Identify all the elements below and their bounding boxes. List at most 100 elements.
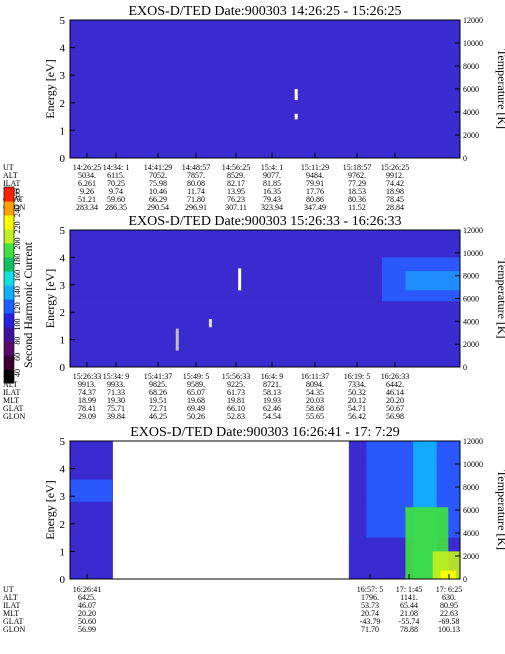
colorbar-tick-label: 100 — [13, 318, 22, 330]
table-cell: 80.95 — [440, 601, 458, 610]
table-cell: 22.63 — [440, 609, 458, 618]
y-tick-label: 0 — [60, 574, 66, 586]
y2-tick-label: 4000 — [463, 529, 479, 538]
table-cell: 50.60 — [78, 617, 96, 626]
table-cell: 11.52 — [348, 203, 366, 212]
table-cell: 6425. — [78, 593, 96, 602]
table-cell: 18.53 — [348, 187, 366, 196]
y2-tick-label: 6000 — [463, 295, 479, 304]
panel-2: EXOS-D/TED Date:900303 15:26:33 - 16:26:… — [3, 186, 505, 421]
table-cell: 15:26:33 — [73, 372, 101, 381]
y2-tick-label: 10000 — [463, 39, 483, 48]
table-cell: 14:26:25 — [73, 163, 101, 172]
spectral-band — [70, 479, 113, 502]
table-cell: 54.35 — [306, 388, 324, 397]
table-cell: 17.76 — [306, 187, 324, 196]
table-cell: 78.41 — [78, 404, 96, 413]
y2-tick-label: 2000 — [463, 131, 479, 140]
table-cell: 54.71 — [348, 404, 366, 413]
panel-1: EXOS-D/TED Date:900303 14:26:25 - 15:26:… — [3, 4, 505, 212]
table-cell: 54.54 — [263, 412, 281, 421]
colorbar-segment — [4, 313, 14, 328]
y2-tick-label: 10000 — [463, 249, 483, 258]
table-cell: 65.07 — [187, 388, 205, 397]
spectral-mark — [294, 89, 298, 101]
table-cell: 71.33 — [107, 388, 125, 397]
table-cell: 75.98 — [149, 179, 167, 188]
table-cell: 296.91 — [185, 203, 207, 212]
colorbar-tick-label: 80 — [13, 337, 22, 345]
table-cell: 58.13 — [263, 388, 281, 397]
colorbar-tick-label: 120 — [13, 302, 22, 314]
table-cell: 15:34: 9 — [103, 372, 129, 381]
y2-tick-label: 6000 — [463, 85, 479, 94]
table-cell: 100.13 — [438, 625, 460, 634]
table-cell: 79.43 — [263, 195, 281, 204]
table-cell: 28.84 — [386, 203, 404, 212]
table-cell: 7334. — [348, 380, 366, 389]
table-cell: 8529. — [227, 171, 245, 180]
table-row-label: GLAT — [3, 404, 24, 413]
spectral-mark — [294, 113, 298, 120]
y2-tick-label: 0 — [463, 575, 467, 584]
colorbar-segment — [4, 355, 14, 370]
table-cell: 80.86 — [306, 195, 324, 204]
chart-title: EXOS-D/TED Date:900303 16:26:41 - 17: 7:… — [130, 425, 399, 440]
table-cell: 58.68 — [306, 404, 324, 413]
colorbar-tick-label: 60 — [13, 353, 22, 361]
table-cell: 59.60 — [107, 195, 125, 204]
table-cell: 7857. — [187, 171, 205, 180]
y-tick-label: 2 — [60, 307, 66, 319]
table-cell: 14:48:57 — [182, 163, 210, 172]
y2-tick-label: 12000 — [463, 437, 483, 446]
table-cell: 71.80 — [187, 195, 205, 204]
table-cell: 15:26:25 — [381, 163, 409, 172]
table-row-label: MLT — [3, 609, 19, 618]
table-cell: 19.68 — [187, 396, 205, 405]
table-row-label: GLON — [3, 625, 25, 634]
table-cell: 9933. — [107, 380, 125, 389]
table-row-label: UT — [3, 163, 14, 172]
table-cell: 286.35 — [105, 203, 127, 212]
table-cell: 81.85 — [263, 179, 281, 188]
table-cell: 19.81 — [227, 396, 245, 405]
y2-tick-label: 2000 — [463, 340, 479, 349]
table-cell: 9913. — [78, 380, 96, 389]
table-cell: 19.93 — [263, 396, 281, 405]
table-cell: 56.98 — [386, 412, 404, 421]
table-cell: 20.20 — [78, 609, 96, 618]
table-row-label: ALT — [3, 171, 18, 180]
table-cell: 72.71 — [149, 404, 167, 413]
y2-tick-label: 8000 — [463, 483, 479, 492]
table-cell: 16:4: 9 — [261, 372, 283, 381]
colorbar-segment — [4, 215, 14, 230]
y2-tick-label: 0 — [463, 154, 467, 163]
table-cell: 19.51 — [149, 396, 167, 405]
y-tick-label: 5 — [60, 15, 66, 27]
table-cell: 18.99 — [78, 396, 96, 405]
table-cell: 630. — [442, 593, 456, 602]
y2-tick-label: 4000 — [463, 108, 479, 117]
table-cell: 6442. — [386, 380, 404, 389]
table-cell: 16:57: 5 — [357, 585, 383, 594]
table-row-label: ILAT — [3, 601, 20, 610]
y2-tick-label: 6000 — [463, 506, 479, 515]
table-cell: 65.44 — [400, 601, 418, 610]
colorbar-segment — [4, 341, 14, 356]
y-tick-label: 3 — [60, 491, 66, 503]
table-cell: 9589. — [187, 380, 205, 389]
table-cell: 39.84 — [107, 412, 125, 421]
y-tick-label: 3 — [60, 70, 66, 82]
y-axis-label: Energy [eV] — [43, 59, 57, 118]
table-cell: 46.25 — [149, 412, 167, 421]
table-cell: 16:19: 5 — [344, 372, 370, 381]
table-cell: 79.91 — [306, 179, 324, 188]
y-tick-label: 0 — [60, 362, 66, 374]
y2-tick-label: 10000 — [463, 460, 483, 469]
y-tick-label: 4 — [60, 43, 66, 55]
chart-title: EXOS-D/TED Date:900303 14:26:25 - 15:26:… — [129, 4, 402, 19]
table-row-label: ILAT — [3, 179, 20, 188]
table-cell: 9077. — [263, 171, 281, 180]
table-row-label: GLON — [3, 412, 25, 421]
y-axis-label: Energy [eV] — [43, 269, 57, 328]
